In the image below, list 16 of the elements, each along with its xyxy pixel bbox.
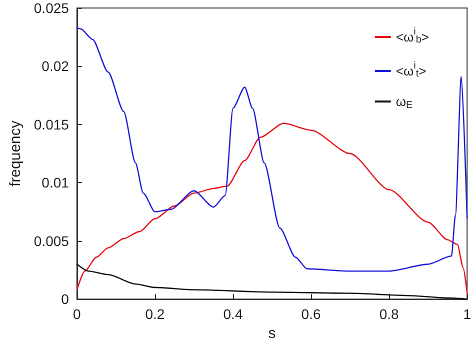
y-tick-label: 0.01: [42, 174, 70, 191]
y-axis-title: frequency: [7, 120, 24, 186]
line-series: [76, 27, 468, 272]
y-tick-label: 0.025: [34, 0, 70, 16]
x-tick-label: 0: [73, 306, 82, 322]
x-tick-label: 1: [463, 306, 472, 322]
y-tick-label: 0.02: [42, 58, 70, 74]
x-tick-label: 0.6: [301, 306, 321, 322]
x-tick-label: 0.8: [379, 306, 400, 322]
y-tick-label: 0.015: [34, 116, 70, 132]
line-series: [76, 122, 468, 294]
x-tick-label: 0.4: [223, 306, 243, 322]
x-tick-label: 0.2: [145, 306, 165, 322]
y-tick-label: 0.005: [34, 232, 70, 249]
x-axis-title: s: [268, 325, 276, 342]
y-tick-label: 0: [61, 291, 70, 308]
